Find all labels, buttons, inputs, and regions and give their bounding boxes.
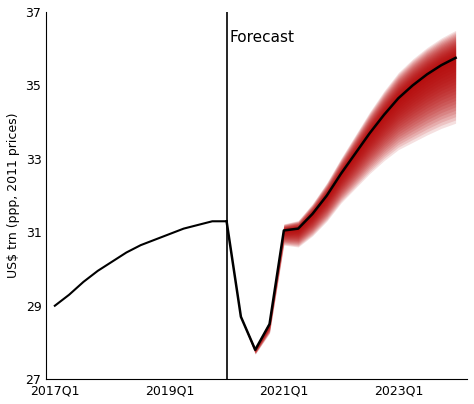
Y-axis label: US$ trn (ppp, 2011 prices): US$ trn (ppp, 2011 prices) xyxy=(7,113,20,278)
Text: Forecast: Forecast xyxy=(229,30,294,45)
